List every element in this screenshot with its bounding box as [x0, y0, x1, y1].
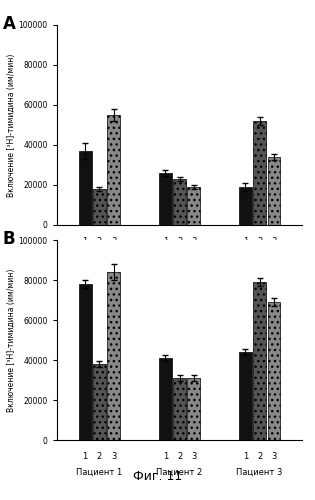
Text: A: A — [3, 15, 15, 33]
Bar — [187, 187, 200, 225]
Bar — [267, 302, 280, 440]
Y-axis label: Включение [³H]-тимидина (им/мин): Включение [³H]-тимидина (им/мин) — [7, 268, 16, 412]
Text: 3: 3 — [271, 237, 277, 246]
Text: 2: 2 — [97, 452, 102, 461]
Y-axis label: Включение [³H]-тимидина (им/мин): Включение [³H]-тимидина (им/мин) — [7, 54, 16, 197]
Text: 1: 1 — [83, 237, 88, 246]
Text: Пациент 1: Пациент 1 — [76, 253, 123, 262]
Text: 3: 3 — [191, 452, 197, 461]
Text: 1: 1 — [243, 237, 248, 246]
Bar — [159, 173, 172, 225]
Bar — [93, 189, 106, 225]
Bar — [107, 272, 120, 440]
Text: 3: 3 — [191, 237, 197, 246]
Bar — [173, 179, 186, 225]
Text: 1: 1 — [243, 452, 248, 461]
Text: Фиг. 11: Фиг. 11 — [133, 470, 182, 483]
Bar — [187, 378, 200, 440]
Text: 3: 3 — [111, 237, 116, 246]
Text: 2: 2 — [177, 237, 182, 246]
Text: Пациент 2: Пациент 2 — [157, 468, 203, 477]
Bar — [253, 121, 266, 225]
Bar — [239, 352, 252, 440]
Bar — [79, 151, 92, 225]
Text: 2: 2 — [97, 237, 102, 246]
Bar — [253, 282, 266, 440]
Bar — [79, 284, 92, 440]
Bar — [159, 358, 172, 440]
Bar — [173, 378, 186, 440]
Text: 2: 2 — [257, 237, 262, 246]
Text: 2: 2 — [257, 452, 262, 461]
Text: 3: 3 — [271, 452, 277, 461]
Text: 2: 2 — [177, 452, 182, 461]
Bar — [93, 364, 106, 440]
Bar — [239, 187, 252, 225]
Text: 1: 1 — [83, 452, 88, 461]
Text: Пациент 3: Пациент 3 — [237, 253, 283, 262]
Text: B: B — [3, 230, 15, 248]
Bar — [267, 157, 280, 225]
Bar — [107, 115, 120, 225]
Text: Пациент 3: Пациент 3 — [237, 468, 283, 477]
Text: 1: 1 — [163, 452, 168, 461]
Text: 1: 1 — [163, 237, 168, 246]
Text: Пациент 1: Пациент 1 — [76, 468, 123, 477]
Text: 3: 3 — [111, 452, 116, 461]
Text: Пациент 2: Пациент 2 — [157, 253, 203, 262]
